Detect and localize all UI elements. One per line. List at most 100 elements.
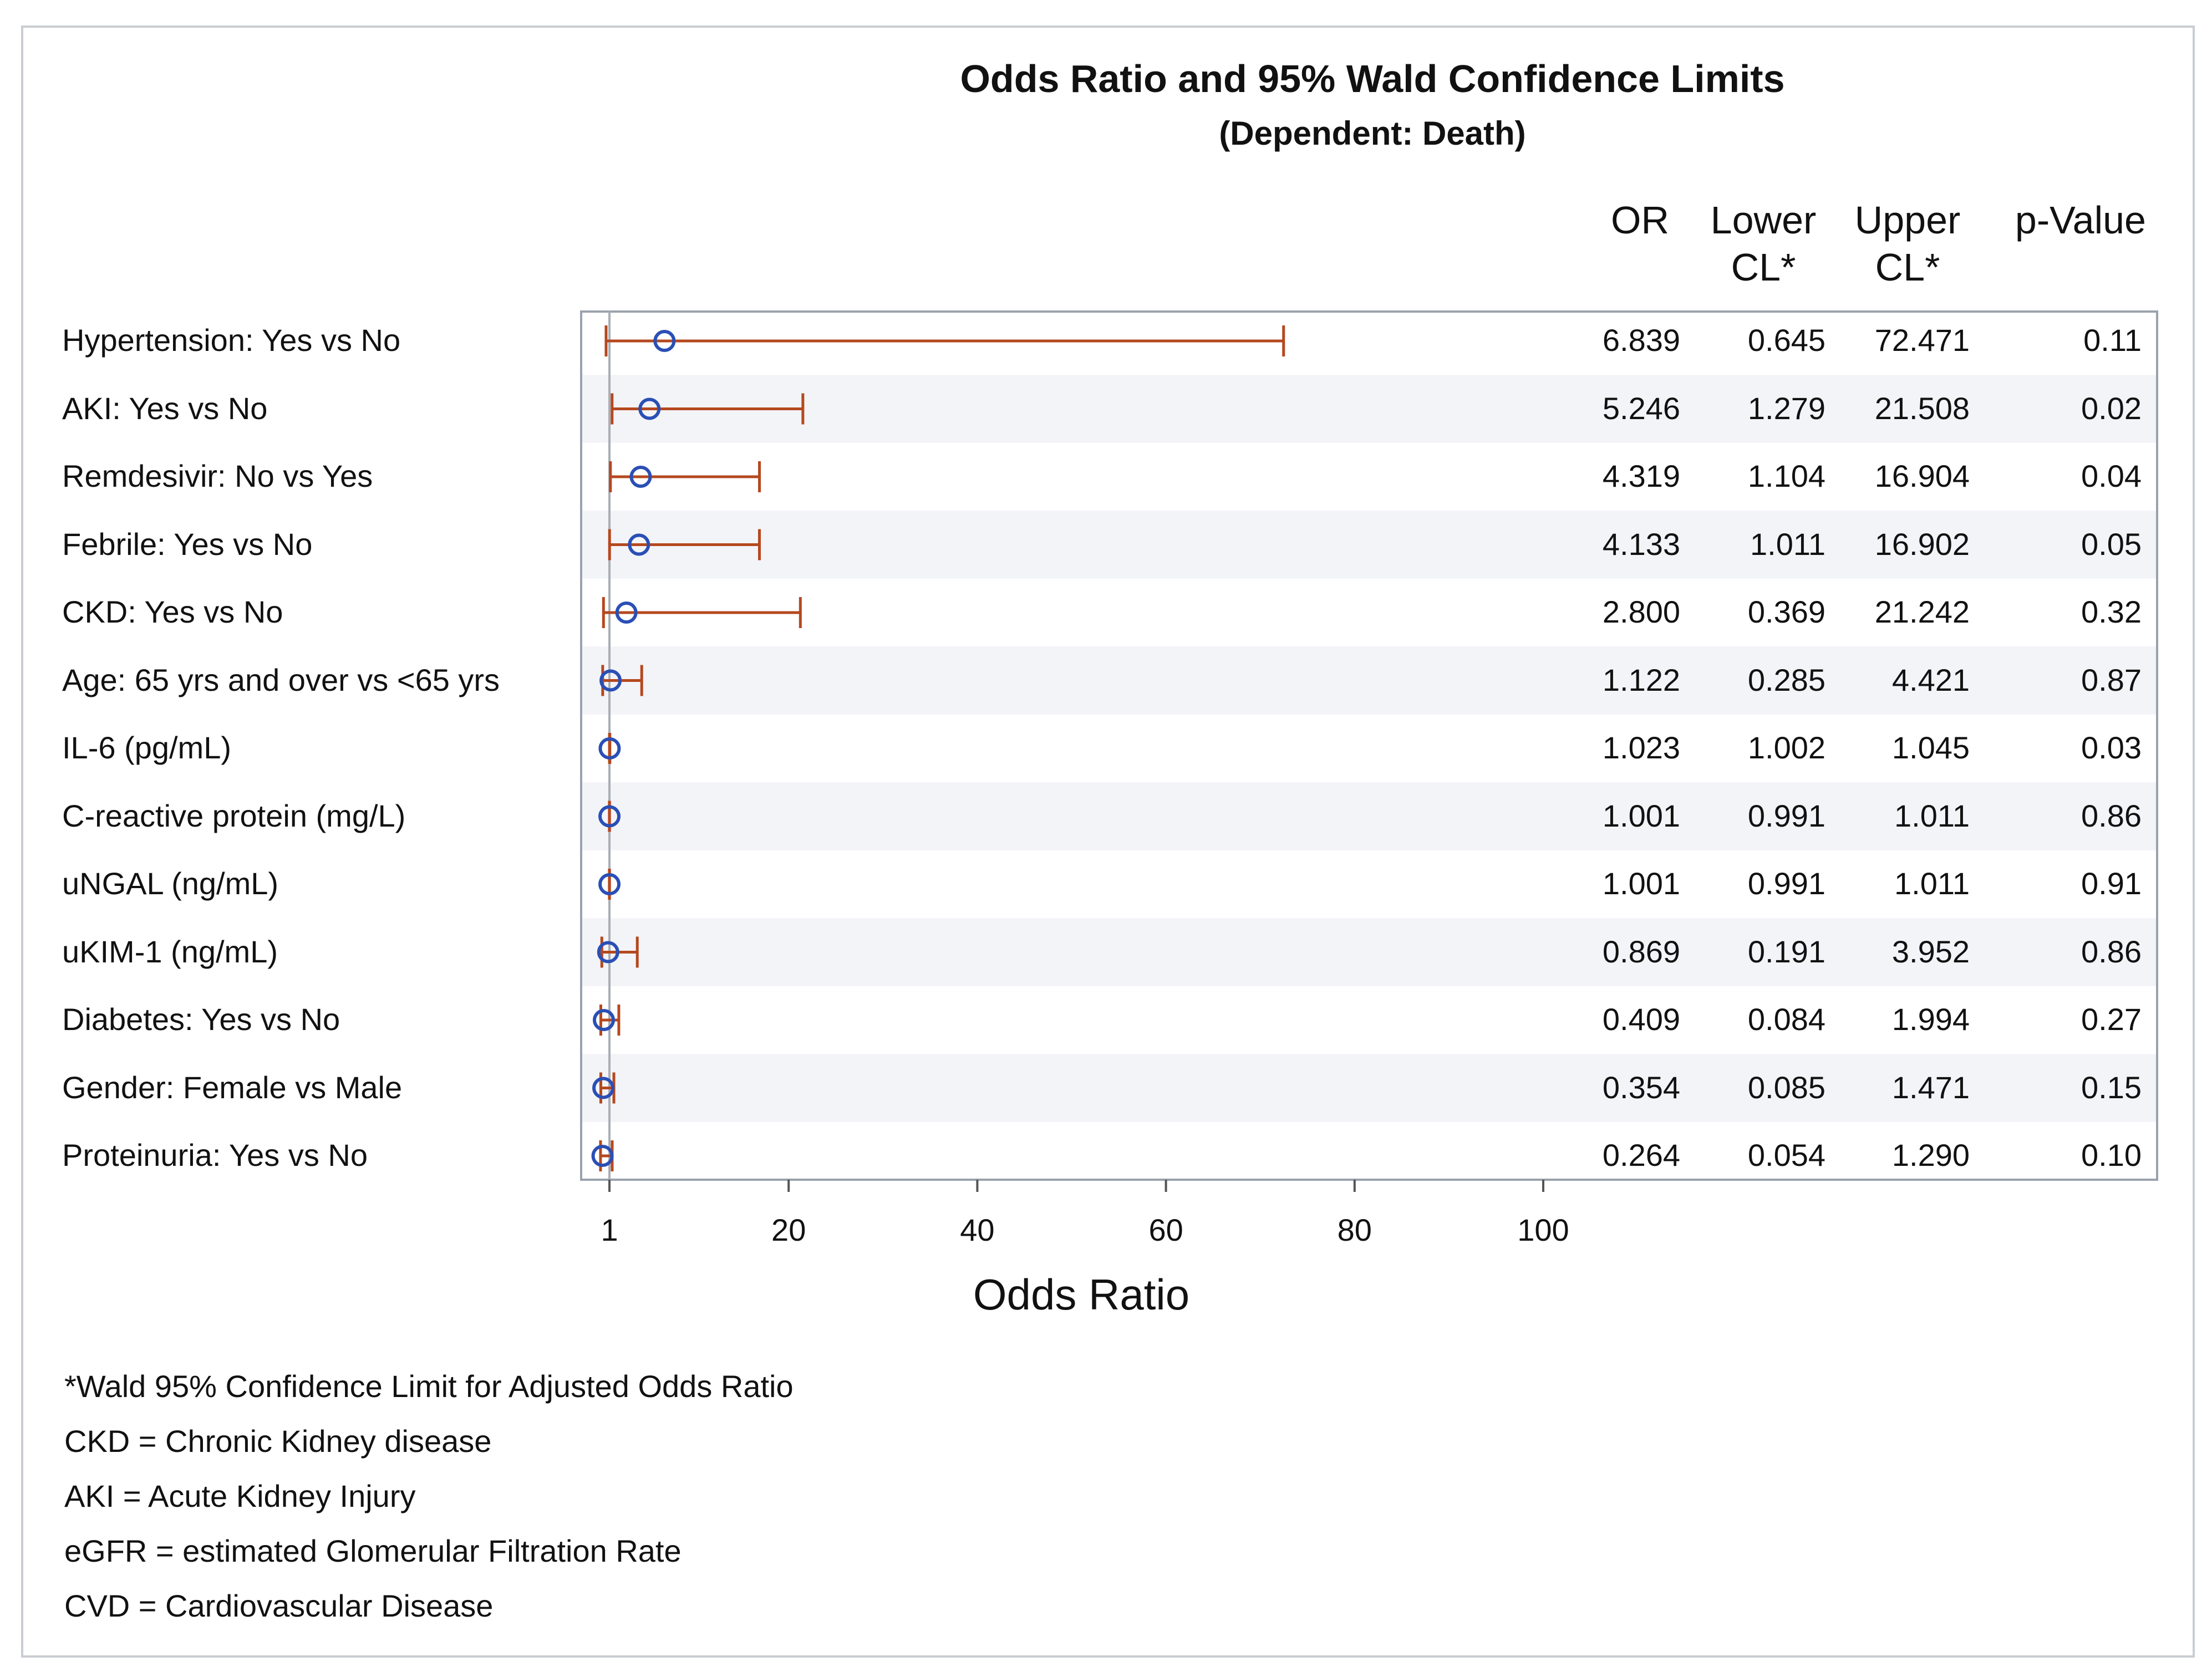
footnote-5: CVD = Cardiovascular Disease (64, 1588, 494, 1623)
or-marker (598, 737, 621, 759)
lower-cl-value: 0.191 (1747, 934, 1825, 969)
col-header-lower-cl: Lower CL* (1710, 198, 1817, 289)
or-marker (599, 669, 622, 692)
p-value: 0.87 (2081, 662, 2142, 697)
or-value: 0.869 (1602, 934, 1680, 969)
or-marker (638, 397, 661, 420)
upper-cl-value: 1.011 (1894, 866, 1970, 901)
lower-cl-value: 1.011 (1750, 526, 1825, 562)
lower-cl-value: 0.054 (1747, 1138, 1825, 1173)
row-label: Diabetes: Yes vs No (62, 1002, 340, 1037)
lower-cl-value: 0.645 (1747, 323, 1825, 358)
or-value: 1.023 (1602, 730, 1680, 765)
col-header-or: OR (1611, 198, 1669, 242)
or-marker (598, 805, 621, 828)
x-axis-label: Odds Ratio (973, 1270, 1190, 1319)
p-value: 0.86 (2081, 934, 2142, 969)
row-band (581, 646, 2157, 715)
upper-cl-value: 1.471 (1891, 1069, 1970, 1105)
p-value: 0.15 (2081, 1069, 2142, 1105)
x-tick-label: 1 (601, 1212, 618, 1247)
or-value: 4.319 (1602, 458, 1680, 493)
row-label: AKI: Yes vs No (62, 390, 268, 426)
col-header-p-value: p-Value (2015, 198, 2146, 242)
row-label: Febrile: Yes vs No (62, 526, 313, 562)
footnote-4: eGFR = estimated Glomerular Filtration R… (64, 1533, 682, 1568)
x-tick-label: 80 (1337, 1212, 1372, 1247)
row-band (581, 1054, 2157, 1122)
or-value: 0.354 (1602, 1069, 1680, 1105)
upper-cl-value: 1.290 (1891, 1138, 1970, 1173)
or-value: 6.839 (1602, 323, 1680, 358)
upper-cl-value: 72.471 (1874, 323, 1970, 358)
x-tick-label: 20 (771, 1212, 806, 1247)
or-value: 4.133 (1602, 526, 1680, 562)
row-label: CKD: Yes vs No (62, 594, 283, 629)
p-value: 0.02 (2081, 390, 2142, 426)
upper-cl-value: 3.952 (1891, 934, 1970, 969)
or-value: 0.264 (1602, 1138, 1680, 1173)
lower-cl-value: 0.369 (1747, 594, 1825, 629)
lower-cl-value: 1.104 (1747, 458, 1825, 493)
lower-cl-value: 1.279 (1747, 390, 1825, 426)
row-band (581, 782, 2157, 850)
lower-cl-value: 0.991 (1747, 866, 1825, 901)
lower-cl-value: 0.084 (1747, 1002, 1825, 1037)
plot-border (580, 310, 2158, 1181)
or-value: 1.001 (1602, 798, 1680, 833)
lower-cl-value: 1.002 (1747, 730, 1825, 765)
lower-cl-value: 0.285 (1747, 662, 1825, 697)
upper-cl-value: 1.994 (1891, 1002, 1970, 1037)
chart-title: Odds Ratio and 95% Wald Confidence Limit… (960, 57, 1785, 100)
x-tick-label: 60 (1148, 1212, 1183, 1247)
col-header-upper-cl: Upper CL* (1854, 198, 1961, 289)
or-value: 0.409 (1602, 1002, 1680, 1037)
upper-cl-value: 21.508 (1874, 390, 1970, 426)
row-band (581, 918, 2157, 986)
row-label: uNGAL (ng/mL) (62, 866, 279, 901)
x-tick-label: 40 (960, 1212, 995, 1247)
upper-cl-value: 16.902 (1874, 526, 1970, 562)
or-value: 1.001 (1602, 866, 1680, 901)
row-label: Age: 65 yrs and over vs <65 yrs (62, 662, 500, 697)
p-value: 0.32 (2081, 594, 2142, 629)
or-marker (592, 1077, 615, 1099)
p-value: 0.86 (2081, 798, 2142, 833)
row-band (581, 511, 2157, 579)
p-value: 0.04 (2081, 458, 2142, 493)
or-marker (591, 1145, 614, 1167)
or-value: 2.800 (1602, 594, 1680, 629)
row-label: IL-6 (pg/mL) (62, 730, 231, 765)
p-value: 0.11 (2083, 323, 2142, 358)
or-marker (598, 873, 621, 895)
row-label: Proteinuria: Yes vs No (62, 1138, 368, 1173)
upper-cl-value: 4.421 (1891, 662, 1970, 697)
upper-cl-value: 1.011 (1894, 798, 1970, 833)
footnote-1: *Wald 95% Confidence Limit for Adjusted … (64, 1369, 794, 1404)
p-value: 0.05 (2081, 526, 2142, 562)
x-tick-label: 100 (1517, 1212, 1569, 1247)
or-marker (629, 466, 652, 488)
or-marker (628, 533, 650, 556)
or-marker (597, 941, 619, 964)
footnote-3: AKI = Acute Kidney Injury (64, 1479, 416, 1513)
row-label: uKIM-1 (ng/mL) (62, 934, 278, 969)
footnote-2: CKD = Chronic Kidney disease (64, 1424, 492, 1459)
p-value: 0.27 (2081, 1002, 2142, 1037)
p-value: 0.03 (2081, 730, 2142, 765)
or-value: 5.246 (1602, 390, 1680, 426)
lower-cl-value: 0.991 (1747, 798, 1825, 833)
row-label: C-reactive protein (mg/L) (62, 798, 406, 833)
or-marker (653, 330, 676, 352)
p-value: 0.91 (2081, 866, 2142, 901)
or-value: 1.122 (1602, 662, 1680, 697)
or-marker (615, 601, 638, 624)
row-label: Hypertension: Yes vs No (62, 323, 401, 358)
p-value: 0.10 (2081, 1138, 2142, 1173)
chart-subtitle: (Dependent: Death) (1219, 115, 1526, 152)
row-label: Remdesivir: No vs Yes (62, 458, 373, 493)
row-label: Gender: Female vs Male (62, 1069, 403, 1105)
upper-cl-value: 1.045 (1891, 730, 1970, 765)
upper-cl-value: 16.904 (1874, 458, 1970, 493)
